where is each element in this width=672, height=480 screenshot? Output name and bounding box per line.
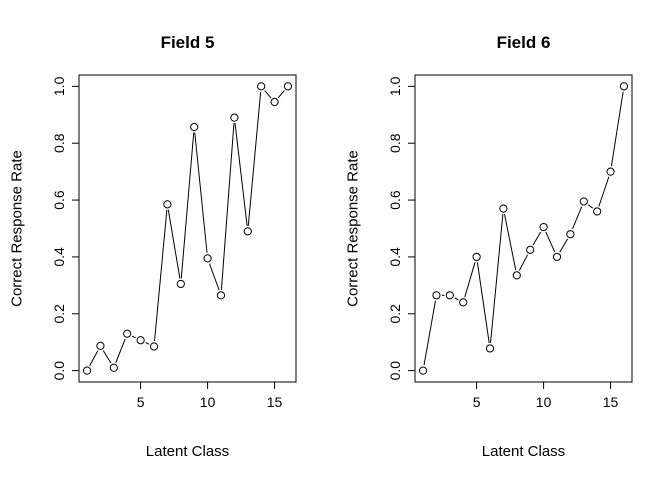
- series-line-segment: [476, 262, 490, 344]
- x-axis-label: Latent Class: [146, 443, 229, 460]
- plot-frame: [414, 74, 633, 383]
- series-line-segment: [464, 262, 476, 298]
- data-point: [552, 252, 562, 262]
- series-line-segment: [115, 338, 126, 363]
- y-tick-label: 0.0: [51, 361, 67, 381]
- data-point: [109, 363, 118, 372]
- data-point: [593, 207, 602, 216]
- data-point: [123, 329, 132, 338]
- data-point: [472, 252, 481, 262]
- panel-1: Field 5 5 10 15 Latent Class 0.0 0.2 0.4 0.6 0.8 1…: [9, 33, 297, 460]
- panel-2: Field 6 5 10 15 Latent Class 0.0 0.2 0.4 0.6 0.8 1…: [345, 33, 633, 460]
- series-line-segment: [89, 350, 99, 367]
- series-line-segment: [545, 231, 556, 253]
- series-line-segment: [220, 123, 235, 290]
- series-line-segment: [490, 214, 504, 344]
- data-point: [82, 366, 92, 375]
- series-line-segment: [247, 91, 262, 226]
- data-point: [606, 167, 615, 176]
- series-line-segment: [503, 213, 517, 271]
- data-point: [257, 82, 266, 91]
- series-line-segment: [587, 204, 594, 209]
- y-tick-label: 1.0: [387, 76, 403, 96]
- y-tick-label: 0.6: [51, 190, 67, 210]
- series-line-segment: [180, 132, 195, 279]
- data-point: [283, 82, 293, 91]
- series-line-segment: [194, 132, 208, 253]
- y-tick-label: 0.2: [51, 304, 67, 324]
- series-line-segment: [518, 254, 529, 271]
- y-tick-label: 0.6: [387, 190, 403, 210]
- y-tick-label: 1.0: [51, 76, 67, 96]
- x-tick-label: 10: [200, 394, 216, 410]
- data-point: [566, 230, 575, 239]
- data-point: [526, 245, 535, 254]
- series-line-segment: [532, 231, 542, 246]
- data-point: [136, 336, 145, 345]
- y-axis-label: Correct Response Rate: [345, 150, 362, 307]
- data-point: [418, 366, 428, 375]
- data-point: [485, 344, 495, 353]
- data-point: [270, 97, 279, 107]
- x-tick-label: 15: [267, 394, 283, 410]
- plot-frame: [78, 74, 297, 383]
- series-line-segment: [102, 350, 112, 364]
- data-point: [149, 342, 159, 351]
- data-point: [445, 291, 454, 300]
- y-tick-label: 0.8: [387, 133, 403, 153]
- series-line-segment: [154, 209, 168, 342]
- y-tick-label: 0.4: [387, 247, 403, 267]
- y-axis-label: Correct Response Rate: [9, 150, 26, 307]
- series-line-segment: [559, 238, 569, 253]
- x-axis-label: Latent Class: [482, 443, 565, 460]
- data-point: [216, 291, 226, 300]
- data-point: [230, 113, 239, 122]
- series-line-segment: [572, 206, 583, 230]
- data-point: [432, 291, 441, 300]
- data-point: [512, 271, 521, 280]
- series-line-segment: [234, 123, 248, 226]
- data-point: [459, 298, 468, 307]
- series-line-segment: [610, 91, 624, 167]
- series-line-segment: [423, 300, 436, 366]
- series-line-segment: [167, 209, 181, 279]
- chart-title: Field 5: [161, 33, 215, 52]
- y-tick-label: 0.8: [51, 133, 67, 153]
- y-tick-label: 0.2: [387, 304, 403, 324]
- series-line-segment: [454, 297, 459, 301]
- x-tick-label: 10: [536, 394, 552, 410]
- x-tick-label: 5: [137, 394, 145, 410]
- series-line-segment: [145, 342, 150, 345]
- data-point: [539, 222, 548, 232]
- y-tick-label: 0.4: [51, 247, 67, 267]
- data-point: [96, 341, 105, 350]
- series-line-segment: [208, 263, 220, 291]
- series-line-segment: [598, 176, 610, 207]
- chart-title: Field 6: [497, 33, 551, 52]
- data-point: [619, 82, 629, 91]
- data-point: [203, 254, 212, 263]
- x-tick-label: 5: [473, 394, 481, 410]
- series-line-segment: [264, 90, 272, 99]
- series-line-segment: [277, 90, 285, 99]
- y-tick-label: 0.0: [387, 361, 403, 381]
- data-point: [176, 279, 185, 289]
- x-tick-label: 15: [603, 394, 619, 410]
- data-point: [579, 197, 588, 206]
- data-point: [243, 227, 252, 236]
- series-line-segment: [131, 335, 136, 339]
- data-point: [163, 200, 172, 209]
- data-point: [190, 122, 199, 132]
- data-point: [499, 204, 508, 213]
